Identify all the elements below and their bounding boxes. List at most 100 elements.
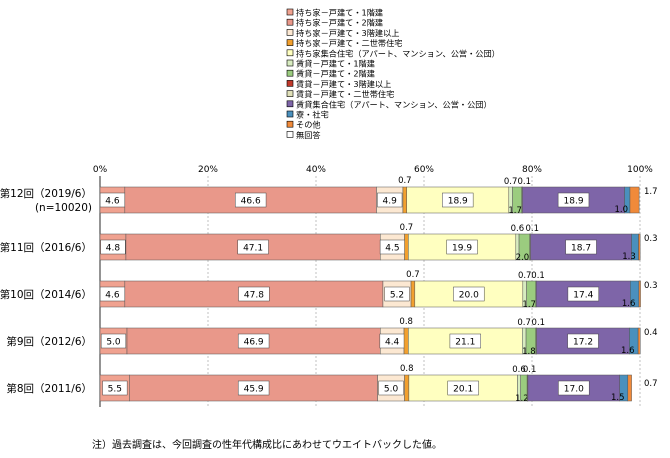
value-label: 1.8	[522, 347, 536, 357]
value-label: 0.7	[518, 271, 532, 281]
value-label: 1.6	[622, 299, 636, 309]
value-label-box	[442, 192, 474, 208]
legend-swatch	[286, 49, 294, 57]
value-label: 46.9	[244, 338, 264, 348]
legend-label: 賃貸集合住宅（アパート、マンション、公営・公団）	[296, 99, 492, 109]
bars: 4.646.64.90.718.90.71.70.040.118.91.01.7…	[99, 176, 658, 404]
value-label-box	[447, 380, 479, 396]
x-tick-label: 40%	[306, 165, 326, 175]
legend-swatch	[286, 59, 294, 67]
value-label-box	[558, 380, 590, 396]
value-label: 5.2	[390, 291, 404, 301]
bar-segment	[638, 233, 641, 261]
value-label-box	[449, 333, 481, 349]
legend-label: 持ち家－戸建て・3階建以上	[296, 28, 399, 38]
value-label: 4.6	[105, 197, 120, 207]
footnote: 注）過去調査は、今回調査の性年代構成比にあわせてウエイトバックした値。	[92, 440, 442, 451]
value-label: 47.8	[244, 291, 264, 301]
legend-swatch	[286, 39, 294, 46]
category-label: 第10回（2014/6）	[0, 288, 92, 301]
value-label-box	[100, 239, 126, 255]
value-label-box	[567, 286, 599, 302]
bar-segment	[638, 280, 641, 308]
legend-swatch	[286, 80, 294, 87]
value-label: 0.7	[504, 177, 518, 187]
legend: 持ち家－戸建て・1階建持ち家－戸建て・2階建持ち家－戸建て・3階建以上持ち家－戸…	[286, 8, 500, 140]
value-label: 18.9	[448, 197, 468, 207]
value-label: 2.0	[516, 253, 530, 263]
legend-label: その他	[296, 120, 321, 130]
legend-swatch	[286, 8, 294, 16]
value-label: 0.1	[531, 271, 545, 281]
legend-label: 無回答	[296, 130, 321, 140]
value-label: 5.0	[106, 338, 121, 348]
value-label: 18.9	[564, 197, 584, 207]
legend-label: 賃貸－戸建て・1階建	[296, 59, 375, 69]
value-label-box	[235, 192, 267, 208]
value-label: 1.2	[515, 394, 529, 404]
value-label-box	[237, 333, 270, 349]
legend-label: 持ち家－戸建て・2階建	[296, 18, 383, 28]
value-label: 45.9	[244, 385, 264, 395]
value-label: 1.6	[621, 346, 635, 356]
value-label: 0.7	[517, 318, 531, 328]
value-label: 0.8	[400, 364, 414, 374]
value-label-box	[378, 380, 404, 396]
legend-label: 賃貸－戸建て・2階建	[296, 69, 375, 79]
value-label: 17.4	[573, 291, 593, 301]
value-label-box	[100, 333, 127, 349]
value-label: 46.6	[241, 197, 261, 207]
value-label-box	[567, 333, 599, 349]
value-label-box	[446, 239, 478, 255]
legend-label: 持ち家集合住宅（アパート、マンション、公営・公団）	[296, 48, 500, 58]
value-label: 21.1	[455, 338, 475, 348]
value-label-box	[237, 239, 269, 255]
value-label: 0.7	[406, 270, 420, 280]
bar-segment	[403, 327, 409, 355]
bar-segment	[629, 186, 640, 214]
value-label-box	[384, 286, 410, 302]
value-label-box	[453, 286, 485, 302]
legend-swatch	[286, 90, 294, 97]
value-label: 0.1	[532, 318, 546, 328]
value-label-box	[377, 192, 403, 208]
value-label: 4.5	[385, 244, 399, 254]
value-label-box	[238, 286, 270, 302]
bar-segment	[637, 327, 641, 355]
value-label: 4.9	[383, 197, 398, 207]
value-label: 17.0	[564, 385, 584, 395]
value-label: 20.0	[459, 291, 479, 301]
value-label: 0.6	[511, 224, 525, 234]
value-label: 0.7	[398, 176, 412, 186]
value-label: 17.2	[573, 338, 593, 348]
legend-label: 持ち家－戸建て・1階建	[296, 8, 383, 18]
category-label: (n=10020)	[35, 202, 92, 214]
value-label: 1.0	[614, 205, 628, 215]
category-label: 第11回（2016/6）	[0, 241, 92, 254]
value-label: 47.1	[243, 244, 263, 254]
bar-segment	[410, 280, 416, 308]
value-label: 0.3	[644, 281, 658, 291]
value-label: 18.7	[571, 244, 591, 254]
value-label: 19.9	[452, 244, 472, 254]
bar-segment	[627, 374, 632, 402]
legend-swatch	[286, 110, 294, 118]
legend-swatch	[286, 120, 294, 128]
value-label-box	[565, 239, 597, 255]
value-label: 0.3	[644, 234, 658, 244]
value-label: 0.8	[399, 317, 413, 327]
legend-label: 持ち家－戸建て・二世帯住宅	[296, 38, 402, 48]
x-tick-label: 0%	[93, 165, 108, 175]
x-tick-label: 100%	[627, 165, 653, 175]
value-label: 0.4	[644, 328, 658, 338]
value-label: 1.7	[522, 300, 536, 310]
x-tick-label: 20%	[198, 165, 218, 175]
value-label: 0.7	[644, 379, 658, 389]
value-label: 5.5	[108, 385, 122, 395]
value-label: 20.1	[453, 385, 473, 395]
legend-swatch	[286, 18, 294, 26]
category-label: 第8回（2011/6）	[6, 382, 92, 395]
legend-label: 賃貸－戸建て・二世帯住宅	[296, 89, 394, 99]
value-label: 4.8	[106, 244, 121, 254]
